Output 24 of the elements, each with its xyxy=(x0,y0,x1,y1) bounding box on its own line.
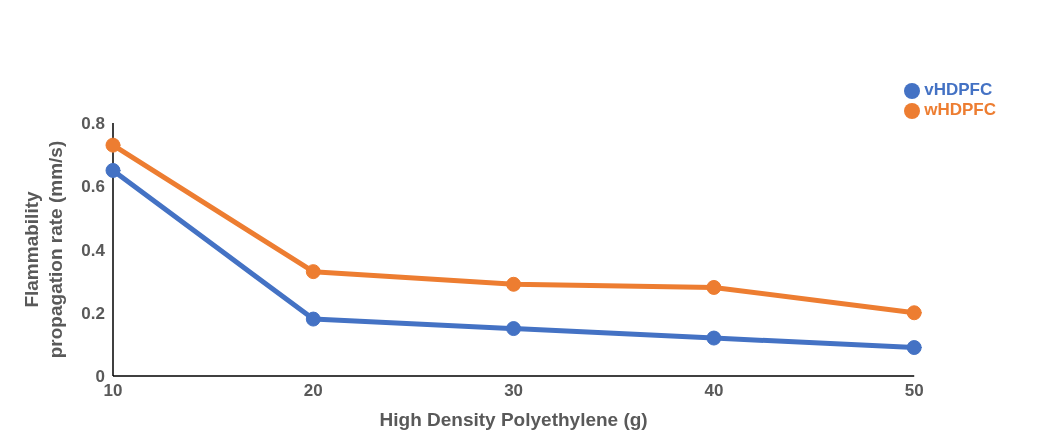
point xyxy=(906,340,922,356)
x-tick-label: 50 xyxy=(904,381,924,401)
point xyxy=(706,279,722,295)
y-tick-label: 0.4 xyxy=(81,240,106,260)
point xyxy=(105,162,121,178)
y-tick-label: 0.8 xyxy=(81,114,105,134)
legend-label: wHDPFC xyxy=(924,100,996,119)
y-axis-title: Flammability propagation rate (mm/s) xyxy=(21,140,66,359)
point xyxy=(105,137,121,153)
x-tick-label: 10 xyxy=(103,381,123,401)
x-tick-label: 20 xyxy=(303,381,323,401)
point xyxy=(506,321,522,337)
y-tick-label: 0.6 xyxy=(81,177,105,197)
y-tick-label: 0.2 xyxy=(81,303,105,323)
x-tick-label: 30 xyxy=(504,381,524,401)
point xyxy=(506,276,522,292)
point xyxy=(906,305,922,321)
x-axis-title: High Density Polyethylene (g) xyxy=(379,409,648,430)
y-tick-label: 0 xyxy=(95,367,105,387)
x-tick-label: 40 xyxy=(704,381,724,401)
point xyxy=(706,330,722,346)
point xyxy=(305,264,321,280)
legend-label: vHDPFC xyxy=(924,80,993,99)
point xyxy=(305,311,321,327)
